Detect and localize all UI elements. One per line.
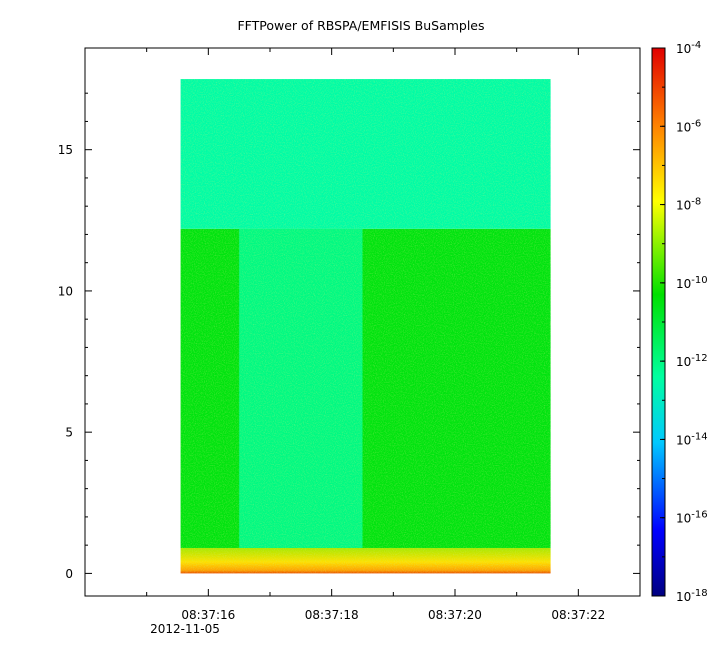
colorbar-tick-label: 10-14 xyxy=(676,431,708,447)
spectrogram-image xyxy=(180,79,551,574)
colorbar-tick-label: 10-8 xyxy=(676,197,701,213)
colorbar-tick-label: 10-4 xyxy=(676,40,701,56)
y-tick-label: 0 xyxy=(65,567,73,581)
y-tick-label: 10 xyxy=(58,284,73,298)
x-tick-label: 08:37:20 xyxy=(428,608,482,622)
colorbar-tick-label: 10-16 xyxy=(676,510,708,526)
chart-title: FFTPower of RBSPA/EMFISIS BuSamples xyxy=(237,18,484,33)
x-axis: 08:37:16 08:37:18 08:37:20 08:37:22 xyxy=(146,48,605,622)
y-tick-label: 5 xyxy=(65,426,73,440)
x-tick-label: 08:37:18 xyxy=(305,608,359,622)
y-axis: 0 5 10 15 xyxy=(58,92,640,581)
colorbar-tick-label: 10-6 xyxy=(676,118,701,134)
y-tick-label: 15 xyxy=(58,143,73,157)
x-tick-label: 08:37:16 xyxy=(181,608,235,622)
colorbar-ticks: 10-18 10-16 10-14 10-12 10-10 10-8 10-6 10-4 xyxy=(660,40,708,604)
plot-area: 08:37:16 08:37:18 08:37:20 08:37:22 051015 … xyxy=(58,47,641,636)
colorbar-tick-label: 10-18 xyxy=(676,588,708,604)
colorbar-tick-label: 10-10 xyxy=(676,275,708,291)
colorbar-tick-label: 10-12 xyxy=(676,353,708,369)
x-tick-label: 08:37:22 xyxy=(551,608,605,622)
colorbar: 10-18 10-16 10-14 10-12 10-10 10-8 10-6 10-4 xyxy=(651,40,708,604)
spectrogram-texture xyxy=(180,79,551,574)
x-date-label: 2012-11-05 xyxy=(150,622,220,636)
